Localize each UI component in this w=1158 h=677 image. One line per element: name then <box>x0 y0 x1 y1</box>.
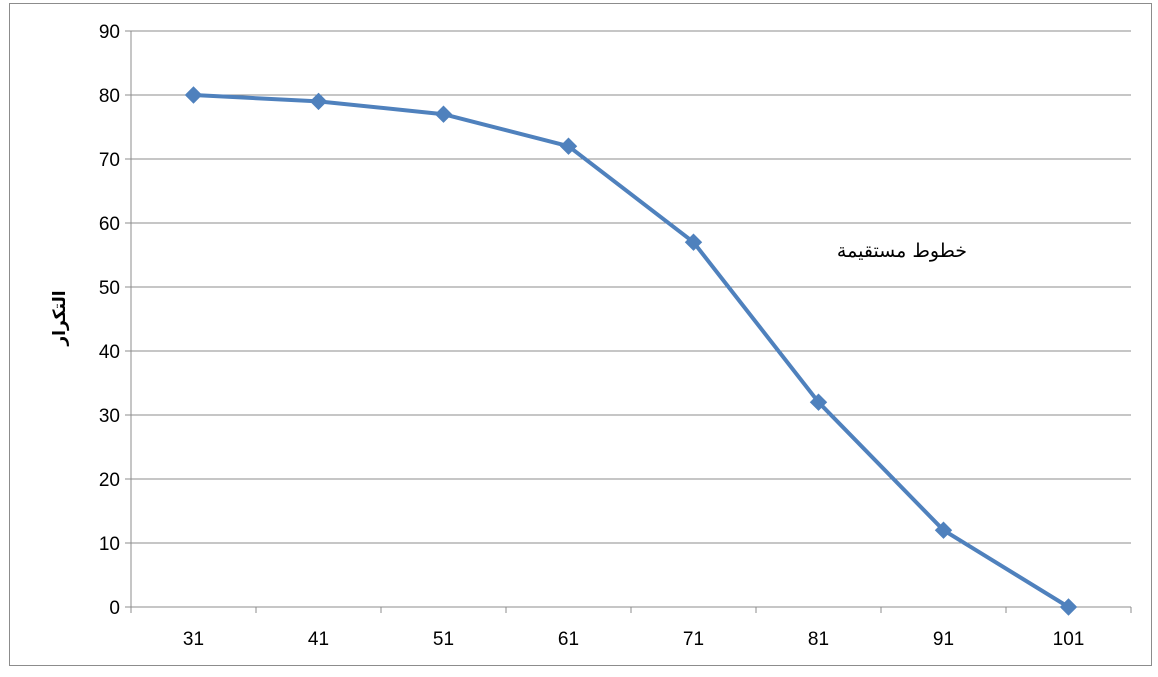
x-tick-label: 61 <box>558 629 579 650</box>
series-line <box>191 93 1071 609</box>
gridlines <box>131 30 1131 544</box>
x-tick-label: 51 <box>433 629 454 650</box>
x-tick-label: 91 <box>933 629 954 650</box>
y-tick-label: 80 <box>99 86 120 107</box>
chart-frame <box>9 3 1152 666</box>
data-point <box>309 92 328 111</box>
data-point <box>559 137 578 155</box>
y-tick-label: 40 <box>99 342 120 363</box>
y-axis-title: التكرار <box>50 290 70 346</box>
x-tick-label: 101 <box>1053 629 1085 650</box>
y-tick-labels: 0 10 20 30 40 50 60 70 80 90 <box>99 22 120 619</box>
y-tick-label: 30 <box>99 406 120 427</box>
axes <box>125 30 1132 613</box>
series <box>184 86 1078 616</box>
x-tick-labels: 31 41 51 61 71 81 91 101 <box>183 629 1084 650</box>
y-tick-label: 0 <box>109 598 120 619</box>
data-point <box>434 105 453 123</box>
x-tick-label: 81 <box>808 629 829 650</box>
y-tick-label: 60 <box>99 214 120 235</box>
x-tick-label: 31 <box>183 629 204 650</box>
data-point <box>1059 598 1078 616</box>
y-tick-label: 20 <box>99 470 120 491</box>
y-tick-label: 50 <box>99 278 120 299</box>
annotation-label: خطوط مستقيمة <box>837 240 967 262</box>
data-point <box>809 393 828 411</box>
y-tick-label: 90 <box>99 22 120 43</box>
x-tick-label: 71 <box>683 629 704 650</box>
x-tick-label: 41 <box>308 629 329 650</box>
y-tick-label: 10 <box>99 534 120 555</box>
data-point <box>684 233 703 251</box>
data-point <box>934 521 953 539</box>
y-tick-label: 70 <box>99 150 120 171</box>
data-point <box>184 86 203 104</box>
